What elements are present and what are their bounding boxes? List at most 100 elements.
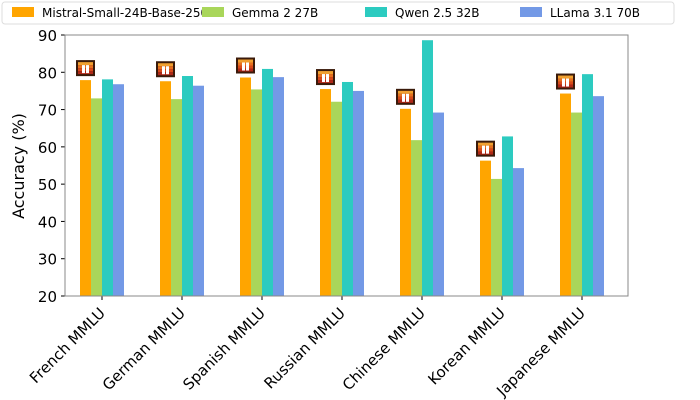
bar <box>240 77 251 297</box>
legend-frame <box>1 1 675 25</box>
y-tick-label: 90 <box>38 27 57 45</box>
mistral-logo-icon <box>316 69 335 86</box>
logo-part <box>78 68 93 72</box>
logo-part <box>318 80 333 84</box>
bar <box>262 68 273 297</box>
y-axis: 20 30 40 50 60 70 80 90 <box>38 27 65 306</box>
logo-part <box>398 93 413 97</box>
logo-part <box>322 74 325 83</box>
y-axis-label: Accuracy (%) <box>9 113 28 219</box>
bar <box>560 93 571 296</box>
y-tick-label: 60 <box>38 139 57 157</box>
logo-part <box>406 93 409 102</box>
x-tick-label: German MMLU <box>99 304 189 394</box>
legend-swatch <box>12 7 34 17</box>
logo-part <box>562 78 565 87</box>
bar <box>502 136 513 296</box>
logo-part <box>558 81 573 85</box>
bar <box>251 89 262 297</box>
logo-part <box>158 72 173 76</box>
mistral-logo-icon <box>396 88 415 105</box>
legend-label: Qwen 2.5 32B <box>395 6 479 20</box>
bar <box>113 84 124 297</box>
legend-label: LLama 3.1 70B <box>550 6 640 20</box>
bar <box>491 178 502 296</box>
bar <box>422 40 433 296</box>
logo-part <box>162 66 165 75</box>
bar <box>320 89 331 296</box>
logo-part <box>238 62 253 66</box>
logo-part <box>478 142 493 146</box>
logo-part <box>78 62 93 66</box>
y-tick-label: 40 <box>38 213 57 231</box>
y-tick-label: 30 <box>38 251 57 269</box>
logo-part <box>158 66 173 70</box>
logo-part <box>326 74 329 83</box>
y-tick-label: 80 <box>38 64 57 82</box>
logo-part <box>558 84 573 88</box>
bar <box>273 77 284 296</box>
logo-part <box>566 78 569 87</box>
logo-part <box>486 145 489 154</box>
legend-label: Mistral-Small-24B-Base-2501 <box>42 6 216 20</box>
bar <box>411 140 422 296</box>
logo-part <box>78 71 93 75</box>
x-tick-label: French MMLU <box>26 304 109 387</box>
bar <box>593 96 604 296</box>
mistral-logo-icon <box>476 140 495 157</box>
x-tick-label: Spanish MMLU <box>179 304 268 393</box>
x-tick-label: Russian MMLU <box>260 304 348 392</box>
bar <box>480 160 491 296</box>
bar <box>582 74 593 297</box>
x-tick-label: Chinese MMLU <box>339 304 429 394</box>
y-tick-label: 20 <box>38 288 57 306</box>
bar <box>400 108 411 296</box>
bar <box>571 112 582 296</box>
legend-label: Gemma 2 27B <box>232 6 318 20</box>
logo-part <box>166 66 169 75</box>
mistral-logo-icon <box>556 73 575 90</box>
logo-part <box>402 93 405 102</box>
bar <box>160 81 171 296</box>
logo-part <box>398 99 413 103</box>
logo-part <box>158 69 173 73</box>
bar <box>182 76 193 296</box>
logo-part <box>482 145 485 154</box>
logo-part <box>558 75 573 79</box>
plot-frame <box>64 34 629 297</box>
logo-part <box>478 145 493 149</box>
mistral-logo-icon <box>156 61 175 78</box>
logo-part <box>246 62 249 71</box>
legend: Mistral-Small-24B-Base-2501 Gemma 2 27B Qw… <box>1 1 675 25</box>
logo-part <box>242 62 245 71</box>
mistral-logo-icon <box>236 57 255 74</box>
logo-part <box>478 148 493 152</box>
bar <box>80 80 91 296</box>
bar <box>171 99 182 296</box>
bar <box>193 85 204 296</box>
logo-part <box>238 65 253 69</box>
logo-part <box>558 78 573 82</box>
x-tick-label: Korean MMLU <box>424 304 508 388</box>
logo-part <box>238 68 253 72</box>
bar <box>353 90 364 296</box>
logo-part <box>318 74 333 78</box>
logo-part <box>398 90 413 94</box>
bar <box>91 98 102 296</box>
logo-part <box>158 63 173 67</box>
bar <box>513 168 524 296</box>
bar <box>331 101 342 297</box>
logo-part <box>318 77 333 81</box>
logo-part <box>238 59 253 63</box>
y-tick-label: 50 <box>38 176 57 194</box>
bar <box>102 79 113 297</box>
logo-part <box>86 65 89 74</box>
logo-part <box>398 96 413 100</box>
legend-swatch <box>520 7 542 17</box>
bars <box>76 40 604 297</box>
bar <box>433 112 444 296</box>
bar <box>342 81 353 296</box>
logo-part <box>478 151 493 155</box>
